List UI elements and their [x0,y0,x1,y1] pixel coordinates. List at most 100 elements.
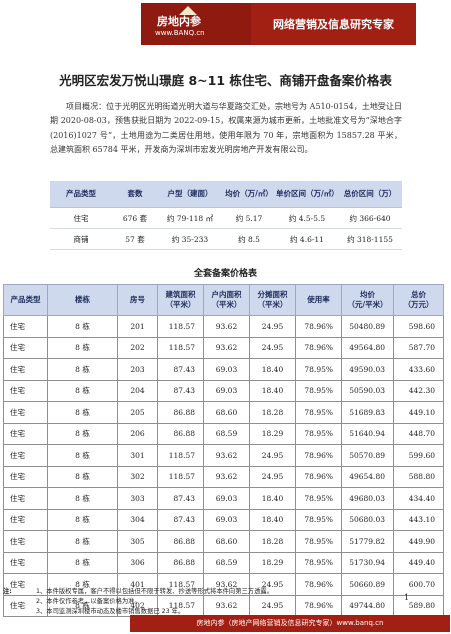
table-cell: 78.95% [295,508,342,531]
table-cell: 51730.94 [341,551,394,574]
footnote-item: 2、本件仅作参考，以备案价格为准。 [36,598,141,605]
table-cell: 68.59 [203,422,250,445]
table-cell: 69.03 [203,379,250,402]
table-cell: 51689.83 [341,401,394,424]
brand-name: 房地内参 [157,15,201,28]
summary-cell: 676 套 [112,207,158,229]
price-table: 产品类型 楼栋 房号 建筑面积 （平米） 户内面积 （平米） 分摊面积 （平米）… [3,284,444,617]
summary-cell: 约 366-640 [338,207,402,229]
table-cell: 50570.89 [341,444,394,467]
price-header-cell: 建筑面积 （平米） [157,284,204,316]
footnotes: 注: 1、本件版权专属，客户不得以包括但不限于转发、抄送等形式将本件向第三方透露… [3,587,273,617]
table-cell: 449.10 [393,401,444,424]
summary-table: 产品类型 套数 户型（建面） 均价（万/㎡） 单价区间（万/㎡） 总价区间（万）… [50,181,402,250]
table-cell: 203 [117,358,158,381]
table-cell: 49654.80 [341,465,394,488]
summary-cell: 约 35-233 [158,228,222,250]
footer-banner: 房地内参（房地产网络营销及信息研究专家）www.banq.cn [130,615,450,632]
table-cell: 49590.03 [341,358,394,381]
table-cell: 8 栋 [47,315,118,338]
price-header-cell: 均价 （元/平米） [341,284,394,316]
table-cell: 118.57 [157,465,204,488]
table-cell: 50590.03 [341,379,394,402]
table-cell: 93.62 [203,444,250,467]
table-cell: 304 [117,508,158,531]
table-cell: 住宅 [3,530,48,553]
summary-header-cell: 户型（建面） [158,181,222,208]
table-cell: 87.43 [157,508,204,531]
summary-header-cell: 单价区间（万/㎡） [276,181,339,208]
table-cell: 306 [117,551,158,574]
table-cell: 8 栋 [47,508,118,531]
table-cell: 87.43 [157,379,204,402]
table-cell: 24.95 [249,336,296,359]
table-cell: 78.96% [295,573,342,596]
project-overview: 项目概况：位于光明区光明街道光明大道与华夏路交汇处，宗地号为 A510-0154… [50,102,402,154]
header-banner: 房地内参 www.BANQ.cn 网络营销及信息研究专家 [141,3,416,45]
footnote-item: 1、本件版权专属，客户不得以包括但不限于转发、抄送等形式将本件向第三方透露。 [36,588,273,595]
table-cell: 78.95% [295,422,342,445]
table-cell: 8 栋 [47,487,118,510]
table-cell: 78.95% [295,551,342,574]
table-cell: 50480.89 [341,315,394,338]
price-header-cell: 房号 [117,284,158,316]
summary-cell: 约 5.17 [222,207,276,229]
brand-logo: 房地内参 www.BANQ.cn [141,3,251,45]
brand-url: www.BANQ.cn [155,29,205,37]
table-row: 住宅 8 栋 203 87.43 69.03 18.40 78.95% 49590.03 433… [3,358,444,381]
table-cell: 302 [117,465,158,488]
table-cell: 69.03 [203,508,250,531]
brand-slogan: 网络营销及信息研究专家 [273,18,394,31]
table-cell: 93.62 [203,465,250,488]
table-cell: 24.95 [249,315,296,338]
table-cell: 18.40 [249,379,296,402]
table-cell: 18.29 [249,422,296,445]
summary-cell: 57 套 [112,228,158,250]
table-row: 住宅 8 栋 206 86.88 68.59 18.29 78.95% 51640.94 448… [3,422,444,445]
summary-cell: 约 8.5 [222,228,276,250]
footnote-item: 3、本司监测深圳楼市动态及楼市销售数据已 23 年。 [36,608,185,615]
table-cell: 93.62 [203,315,250,338]
table-cell: 87.43 [157,487,204,510]
table-cell: 86.88 [157,422,204,445]
table-cell: 住宅 [3,465,48,488]
table-cell: 8 栋 [47,336,118,359]
table-cell: 205 [117,401,158,424]
summary-cell: 约 4.5-5.5 [276,207,338,229]
table-cell: 86.88 [157,401,204,424]
summary-cell: 约 318-1155 [338,228,402,250]
table-cell: 49564.80 [341,336,394,359]
table-cell: 87.43 [157,358,204,381]
table-cell: 118.57 [157,444,204,467]
table-cell: 433.60 [393,358,444,381]
table-cell: 78.96% [295,336,342,359]
table-cell: 50680.03 [341,508,394,531]
table-cell: 442.30 [393,379,444,402]
table-cell: 78.96% [295,594,342,617]
table-cell: 305 [117,530,158,553]
table-cell: 18.40 [249,358,296,381]
price-header-cell: 户内面积 （平米） [203,284,250,316]
summary-header-cell: 总价区间（万） [338,181,402,208]
table-cell: 8 栋 [47,594,118,617]
table-cell: 78.96% [295,444,342,467]
table-cell: 301 [117,444,158,467]
table-row: 住宅 8 栋 306 86.88 68.59 18.29 78.95% 51730.94 449… [3,551,444,574]
table-cell: 49744.80 [341,594,394,617]
price-header-cell: 楼栋 [47,284,118,316]
summary-header-cell: 均价（万/㎡） [222,181,276,208]
page-title: 光明区宏发万悦山璟庭 8~11 栋住宅、商铺开盘备案价格表 [59,73,392,88]
table-row: 住宅 8 栋 205 86.88 68.60 18.28 78.95% 51689.83 449… [3,401,444,424]
table-cell: 18.28 [249,401,296,424]
table-cell: 68.60 [203,401,250,424]
table-row: 住宅 8 栋 201 118.57 93.62 24.95 78.96% 50480.89 59… [3,315,444,338]
table-cell: 78.95% [295,379,342,402]
table-cell: 69.03 [203,358,250,381]
table-cell: 598.60 [393,315,444,338]
summary-row: 商铺 57 套 约 35-233 约 8.5 约 4.6-11 约 318-11… [50,228,402,250]
table-cell: 住宅 [3,422,48,445]
price-header-row: 产品类型 楼栋 房号 建筑面积 （平米） 户内面积 （平米） 分摊面积 （平米）… [3,284,444,316]
table-cell: 588.80 [393,465,444,488]
table-cell: 69.03 [203,487,250,510]
table-cell: 8 栋 [47,551,118,574]
